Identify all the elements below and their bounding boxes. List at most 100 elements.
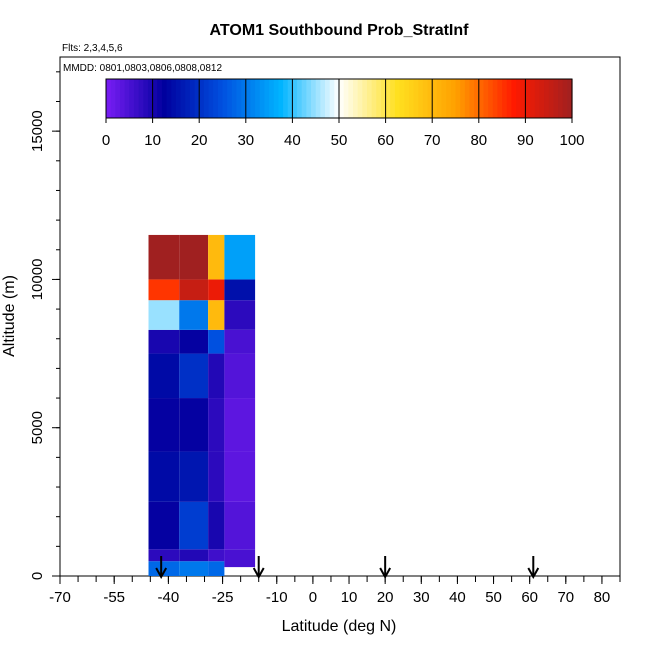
colorbar-segment <box>250 79 256 118</box>
heatmap-cell <box>148 329 180 354</box>
colorbar-segment <box>483 79 489 118</box>
colorbar-segment <box>124 79 130 118</box>
colorbar-segment <box>278 79 284 118</box>
heatmap-cell <box>179 549 209 562</box>
colorbar-segment <box>152 79 158 118</box>
colorbar-segment <box>199 79 205 118</box>
colorbar-segment <box>422 79 429 118</box>
colorbar-segment <box>189 79 196 118</box>
colorbar-segment <box>180 79 186 118</box>
colorbar-segment <box>143 79 149 118</box>
y-axis-label: Altitude (m) <box>1 275 18 357</box>
colorbar-segment <box>446 79 452 118</box>
flight-arrow <box>252 556 265 580</box>
colorbar-segment <box>567 79 573 118</box>
colorbar-segment <box>227 79 233 118</box>
x-tick-label: -10 <box>266 589 288 606</box>
colorbar-segment <box>544 79 550 118</box>
heatmap-cell <box>224 279 256 301</box>
x-tick-label: -25 <box>212 589 234 606</box>
x-tick-label: 70 <box>557 589 574 606</box>
colorbar-segment <box>352 79 359 118</box>
colorbar-segment <box>166 79 172 118</box>
heatmap-cell <box>224 451 256 502</box>
colorbar-segment <box>390 79 396 118</box>
colorbar-segment <box>334 79 340 118</box>
colorbar-tick-label: 100 <box>559 132 584 149</box>
colorbar-tick-label: 10 <box>144 132 161 149</box>
colorbar-segment <box>366 79 373 118</box>
flight-arrow <box>155 556 168 580</box>
colorbar-tick-label: 20 <box>191 132 208 149</box>
heatmap-cell <box>208 353 225 399</box>
x-tick-label: 60 <box>521 589 538 606</box>
heatmap-cell <box>224 234 256 280</box>
colorbar-segment <box>203 79 210 118</box>
x-tick-label: -70 <box>49 589 71 606</box>
plot-frame <box>59 56 621 577</box>
x-tick-label: 30 <box>413 589 430 606</box>
x-axis: -70 -55 -40 -25 -10 0 10 20 30 40 50 60 70 80 <box>49 576 621 606</box>
y-tick-label: 15000 <box>29 110 46 152</box>
colorbar-tick-label: 80 <box>470 132 487 149</box>
colorbar-segment <box>147 79 154 118</box>
colorbar-segment <box>371 79 377 118</box>
x-tick-label: 40 <box>449 589 466 606</box>
colorbar-segment <box>464 79 471 118</box>
colorbar-segment <box>283 79 289 118</box>
colorbar-segment <box>138 79 144 118</box>
colorbar-segment <box>320 79 326 118</box>
heatmap-cell <box>224 353 256 399</box>
colorbar-segment <box>558 79 564 118</box>
y-axis: 0 5000 10000 15000 <box>29 71 60 580</box>
heatmap-cell <box>224 501 256 550</box>
colorbar-segment <box>460 79 466 118</box>
colorbar-segment <box>357 79 363 118</box>
colorbar-segment <box>343 79 349 118</box>
heatmap-cell <box>224 549 256 568</box>
colorbar-segment <box>530 79 536 118</box>
heatmap-cell <box>179 501 209 550</box>
x-tick-label: 10 <box>341 589 358 606</box>
x-tick-label: -40 <box>158 589 180 606</box>
heatmap-cell <box>208 398 225 452</box>
colorbar-segment <box>385 79 391 118</box>
colorbar-segment <box>502 79 508 118</box>
heatmap-cell <box>224 300 256 330</box>
colorbar-segment <box>516 79 522 118</box>
colorbar-segment <box>217 79 224 118</box>
colorbar-segment <box>287 79 293 118</box>
colorbar-segment <box>408 79 415 118</box>
colorbar-segment <box>553 79 559 118</box>
colorbar-segment <box>269 79 275 118</box>
colorbar-segment <box>194 79 200 118</box>
colorbar-segment <box>171 79 177 118</box>
x-tick-label: -55 <box>103 589 125 606</box>
heatmap-cell <box>148 353 180 399</box>
colorbar-segment <box>469 79 475 118</box>
colorbar-segment <box>264 79 270 118</box>
heatmap-cell <box>179 300 209 330</box>
heatmap-cell <box>224 329 256 354</box>
colorbar-segment <box>427 79 433 118</box>
colorbar-segment <box>222 79 228 118</box>
flights-label: Flts: 2,3,4,5,6 <box>62 43 123 54</box>
heatmap-cell <box>179 451 209 502</box>
colorbar-segment <box>506 79 513 118</box>
colorbar-tick-label: 60 <box>377 132 394 149</box>
colorbar-segment <box>329 79 335 118</box>
colorbar-segment <box>245 79 252 118</box>
colorbar-segment <box>534 79 540 118</box>
colorbar-segment <box>539 79 545 118</box>
colorbar: 0 10 20 30 40 50 60 70 80 90 100 <box>102 78 585 149</box>
x-tick-label: 20 <box>377 589 394 606</box>
colorbar-segment <box>231 79 238 118</box>
colorbar-segment <box>404 79 410 118</box>
colorbar-segment <box>436 79 443 118</box>
colorbar-segment <box>441 79 447 118</box>
heatmap-cell <box>208 300 225 330</box>
colorbar-segment <box>362 79 368 118</box>
colorbar-segment <box>376 79 382 118</box>
colorbar-segment <box>492 79 499 118</box>
